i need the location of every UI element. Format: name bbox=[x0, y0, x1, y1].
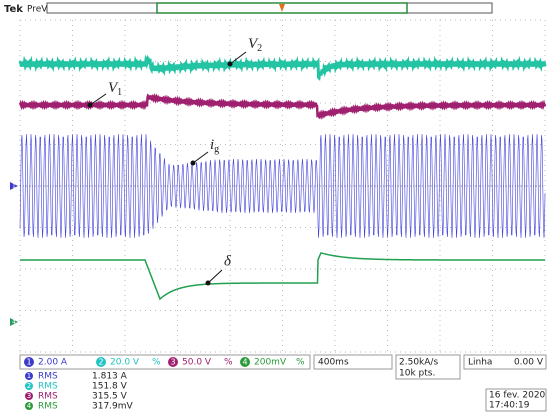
channel-badge bbox=[24, 357, 34, 367]
measure-value: 151.8 V bbox=[92, 382, 128, 392]
measure-badge bbox=[25, 372, 33, 380]
trigger-box bbox=[463, 354, 547, 370]
time: 17:40:19 bbox=[489, 401, 530, 411]
delta-label: δ bbox=[224, 253, 232, 269]
ig-sub: g bbox=[214, 144, 219, 155]
ch1-marker-label: 1 bbox=[12, 183, 16, 190]
timebase-box bbox=[313, 354, 393, 370]
measure-channel: 1 bbox=[27, 372, 31, 380]
channel-badge bbox=[96, 357, 106, 367]
rate-box bbox=[395, 354, 461, 380]
mode: PreVis bbox=[27, 5, 55, 15]
graticule bbox=[19, 19, 546, 353]
v2-main: V bbox=[248, 36, 259, 52]
channel-bar bbox=[19, 354, 311, 370]
channel-number: 1 bbox=[26, 358, 31, 367]
annotation-leader bbox=[192, 151, 209, 164]
measure-value: 315.5 V bbox=[92, 392, 128, 402]
v2-trace bbox=[18, 54, 547, 82]
channel-flag: % bbox=[152, 358, 161, 368]
measure-channel: 2 bbox=[27, 382, 31, 390]
ig-trace bbox=[19, 134, 546, 238]
measure-type: RMS bbox=[38, 392, 58, 402]
channel-badge bbox=[240, 357, 250, 367]
measure-channel: 4 bbox=[27, 402, 32, 410]
ig-label: ig bbox=[210, 137, 219, 155]
waveforms bbox=[18, 54, 547, 301]
measure-value: 317.9mV bbox=[92, 402, 134, 412]
sample-rate: 2.50kA/s bbox=[399, 358, 438, 368]
measurements: 1 RMS 1.813 A 2 RMS 151.8 V 3 RMS 315.5 V 4 RMS 317… bbox=[25, 372, 134, 412]
trigger-position bbox=[279, 4, 285, 12]
channel-scale: 50.0 V bbox=[182, 358, 212, 368]
measure-type: RMS bbox=[38, 382, 58, 392]
measure-badge bbox=[25, 402, 33, 410]
ch1-marker bbox=[10, 182, 18, 190]
trigger-source: Linha bbox=[468, 358, 492, 368]
ch4-marker bbox=[10, 318, 18, 326]
annotation-leader bbox=[207, 269, 223, 284]
channel-scale: 200mV bbox=[254, 358, 287, 368]
ch4-marker-label: 4 bbox=[12, 319, 16, 326]
channel-number: 4 bbox=[242, 358, 247, 367]
measure-channel: 3 bbox=[27, 392, 31, 400]
measure-badge bbox=[25, 392, 33, 400]
annotation-leader bbox=[89, 93, 107, 106]
delta-trace bbox=[20, 251, 545, 301]
record-window bbox=[156, 2, 408, 14]
v2-sub: 2 bbox=[257, 43, 262, 54]
v1-label: V1 bbox=[108, 80, 122, 98]
timebase-scale: 400ms bbox=[318, 358, 349, 368]
channel-number: 2 bbox=[98, 358, 103, 367]
trigger-level: 0.00 V bbox=[514, 358, 544, 368]
ig-main: i bbox=[210, 137, 214, 153]
v1-trace bbox=[18, 93, 547, 120]
measure-value: 1.813 A bbox=[92, 372, 128, 382]
channel-number: 3 bbox=[170, 358, 175, 367]
channel-flag: % bbox=[296, 358, 305, 368]
measure-type: RMS bbox=[38, 402, 58, 412]
v1-sub: 1 bbox=[117, 87, 122, 98]
channel-badge bbox=[168, 357, 178, 367]
channel-scale: 20.0 V bbox=[110, 358, 140, 368]
channel-scale: 2.00 A bbox=[38, 358, 68, 368]
annotation-leader bbox=[229, 51, 247, 65]
date: 16 fev. 2020 bbox=[489, 391, 546, 401]
v2-label: V2 bbox=[248, 36, 262, 54]
v1-main: V bbox=[108, 80, 119, 96]
record-bar bbox=[46, 2, 493, 14]
measure-badge bbox=[25, 382, 33, 390]
brand: Tek bbox=[4, 4, 23, 15]
record-length: 10k pts. bbox=[399, 369, 435, 379]
measure-type: RMS bbox=[38, 372, 58, 382]
clock-box bbox=[485, 388, 547, 412]
channel-settings: 1 2.00 A 2 20.0 V% 3 50.0 V% 4 200mV% bbox=[24, 357, 305, 368]
channel-flag: % bbox=[224, 358, 233, 368]
